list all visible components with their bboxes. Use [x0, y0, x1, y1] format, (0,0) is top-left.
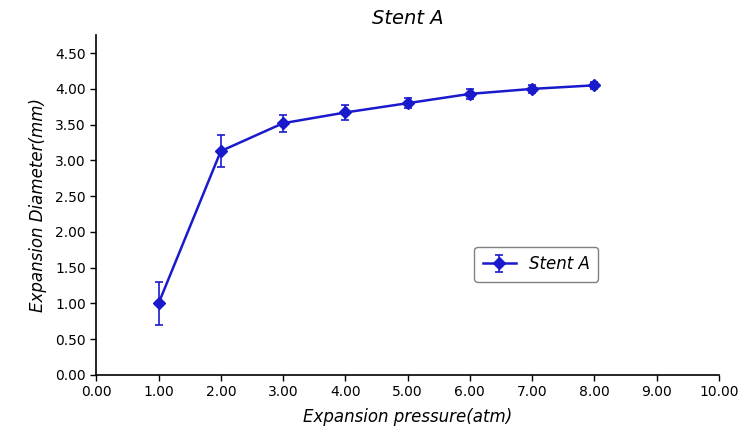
Y-axis label: Expansion Diameter(mm): Expansion Diameter(mm)	[29, 98, 47, 312]
X-axis label: Expansion pressure(atm): Expansion pressure(atm)	[303, 407, 512, 426]
Title: Stent A: Stent A	[372, 9, 443, 28]
Legend: Stent A: Stent A	[474, 247, 599, 282]
